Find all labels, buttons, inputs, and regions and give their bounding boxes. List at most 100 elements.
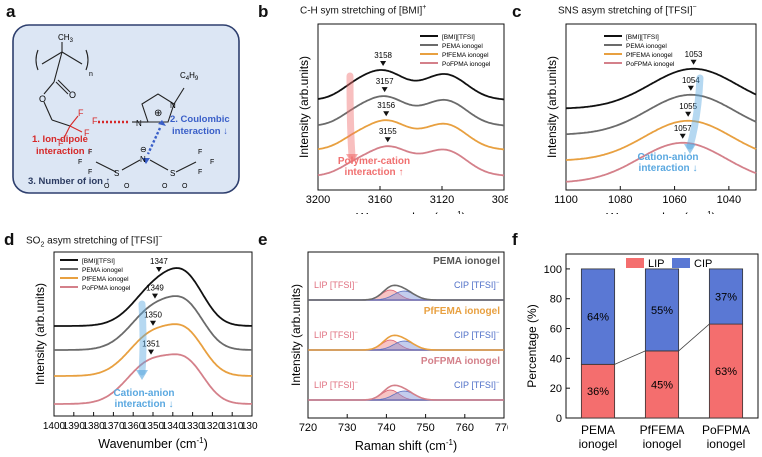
legend-label-4: PoFPMA ionogel [626, 61, 675, 68]
x-tick-label: 750 [416, 422, 434, 434]
fluorine-label-4: F [92, 116, 98, 126]
bar-label-cip-1: 64% [587, 312, 609, 324]
panel-e-chart: Intensity (arb.units) Raman shift (cm-1) 7… [289, 251, 508, 453]
peak-marker-4 [679, 133, 686, 139]
x-tick-label: 1400 [43, 421, 66, 432]
bar-cip-3 [708, 268, 744, 325]
x-tick-label: 1350 [142, 421, 165, 432]
peak-label-1: 1347 [150, 257, 168, 266]
bar-cip-1 [580, 268, 616, 365]
sulfur-label-2: S [170, 169, 175, 178]
annotation-arrowhead [136, 370, 148, 380]
annotation-line-2: interaction ↓ [639, 163, 698, 174]
plot-frame [317, 23, 505, 191]
peak-marker-3 [150, 320, 156, 326]
lip-label-sup: − [354, 280, 358, 286]
category-label-1: PEMA [581, 423, 615, 437]
cf3-fluorine-5: F [210, 159, 214, 166]
peak-label-1: 1053 [685, 50, 703, 59]
panel-c-label: c [512, 2, 522, 21]
cip-component-1 [308, 290, 504, 301]
peak-label-2: 1054 [682, 76, 700, 85]
panel-d-title: SO2 asym stretching of [TFSI]− [26, 234, 163, 249]
carbonyl-o-label: O [69, 90, 76, 100]
peak-label-3: 3156 [377, 101, 395, 110]
lip-label-1: LIP [TFSI]− [314, 280, 358, 290]
plot-frame [565, 23, 757, 191]
annotation-arrow [346, 72, 356, 160]
bar-lip-2 [644, 350, 680, 419]
x-tick-label: 1330 [181, 421, 204, 432]
x-axis-label-main: Raman shift (cm [355, 439, 446, 453]
peak-label-4: 1351 [142, 340, 160, 349]
fit-envelope-1 [308, 284, 504, 301]
x-tick-label: 3120 [430, 194, 454, 206]
x-tick-label: 1380 [82, 421, 105, 432]
so-oxygen-2: O [124, 183, 130, 190]
annotation-arrowhead [684, 144, 696, 154]
y-tick-label: 40 [550, 353, 562, 365]
legend-label-cip: CIP [694, 258, 712, 270]
peak-marker-1 [690, 59, 697, 65]
cip-label-sup: − [496, 380, 500, 386]
cf3-fluorine-6: F [198, 169, 202, 176]
peak-label-2: 1349 [146, 284, 164, 293]
legend-label-1: [BMI][TFSI] [442, 34, 475, 41]
x-axis-label-sup: -1 [454, 210, 462, 214]
x-tick-label: 770 [495, 422, 508, 434]
legend-swatch-cip [672, 258, 690, 268]
cip-component-3 [308, 390, 504, 401]
x-axis-label: Wavenumber (cm-1) [606, 210, 715, 214]
so-oxygen-3: O [162, 183, 168, 190]
lip-label-sup: − [354, 380, 358, 386]
legend-label-3: PfFEMA ionogel [626, 52, 673, 59]
annotation-line-2: interaction ↑ [345, 167, 404, 178]
tfsi-n-label: N [140, 155, 146, 164]
annotation-arrow [138, 300, 147, 376]
x-axis-label-main: Wavenumber (cm [356, 211, 454, 214]
y-tick-label: 20 [550, 383, 562, 395]
cf3-fluorine-4: F [198, 149, 202, 156]
x-tick-label: 3160 [368, 194, 392, 206]
cip-label-text: CIP [TFSI] [454, 380, 496, 390]
y-tick-label: 100 [544, 264, 562, 276]
spectrum-line-2 [54, 295, 252, 351]
y-axis-label: Intensity (arb.units) [33, 283, 47, 385]
panel-a-background [12, 24, 240, 194]
peak-label-1: 3158 [374, 51, 392, 60]
x-axis-label-main: Wavenumber (cm [98, 437, 196, 451]
peak-label-4: 3155 [379, 127, 397, 136]
x-tick-label: 1360 [122, 421, 145, 432]
x-tick-label: 1300 [241, 421, 258, 432]
annotation-line-1: Polymer-cation [338, 156, 410, 167]
legend-label-2: PEMA ionogel [82, 267, 123, 274]
panel-b-chart: Intensity (arb.units) Wavenumber (cm-1) 32… [297, 23, 508, 214]
x-axis-label-end: ) [204, 437, 208, 451]
ring-plus-icon: ⊕ [154, 108, 162, 119]
connector-line [614, 350, 646, 365]
spectrum-line-1 [54, 267, 252, 327]
x-tick-label: 1320 [201, 421, 224, 432]
panel-b-label: b [258, 2, 269, 21]
spectrum-line-4 [54, 353, 252, 405]
connector-line [678, 323, 710, 352]
cf3-fluorine-2: F [78, 159, 82, 166]
x-tick-label: 730 [338, 422, 356, 434]
methyl-label: CH3 [58, 33, 74, 44]
cip-label-3: CIP [TFSI]− [454, 380, 500, 390]
legend-label-3: PfFEMA ionogel [82, 276, 129, 283]
legend-label-4: PoFPMA ionogel [442, 61, 491, 68]
fluorine-label-3: F [84, 128, 90, 138]
panel-d-label: d [4, 230, 15, 249]
ion-dipole-label-2: interaction ↑ [36, 146, 92, 157]
cip-component-2 [308, 340, 504, 351]
lip-label-3: LIP [TFSI]− [314, 380, 358, 390]
peak-marker-1 [155, 266, 162, 272]
cf3-fluorine-1: F [88, 149, 92, 156]
annotation-arrowhead [346, 154, 358, 164]
cip-label-sup: − [496, 280, 500, 286]
x-tick-label: 1340 [162, 421, 185, 432]
x-tick-label: 1310 [221, 421, 244, 432]
y-axis-label: Intensity (arb.units) [289, 284, 303, 386]
tfsi-minus-icon: ⊖ [140, 145, 147, 154]
